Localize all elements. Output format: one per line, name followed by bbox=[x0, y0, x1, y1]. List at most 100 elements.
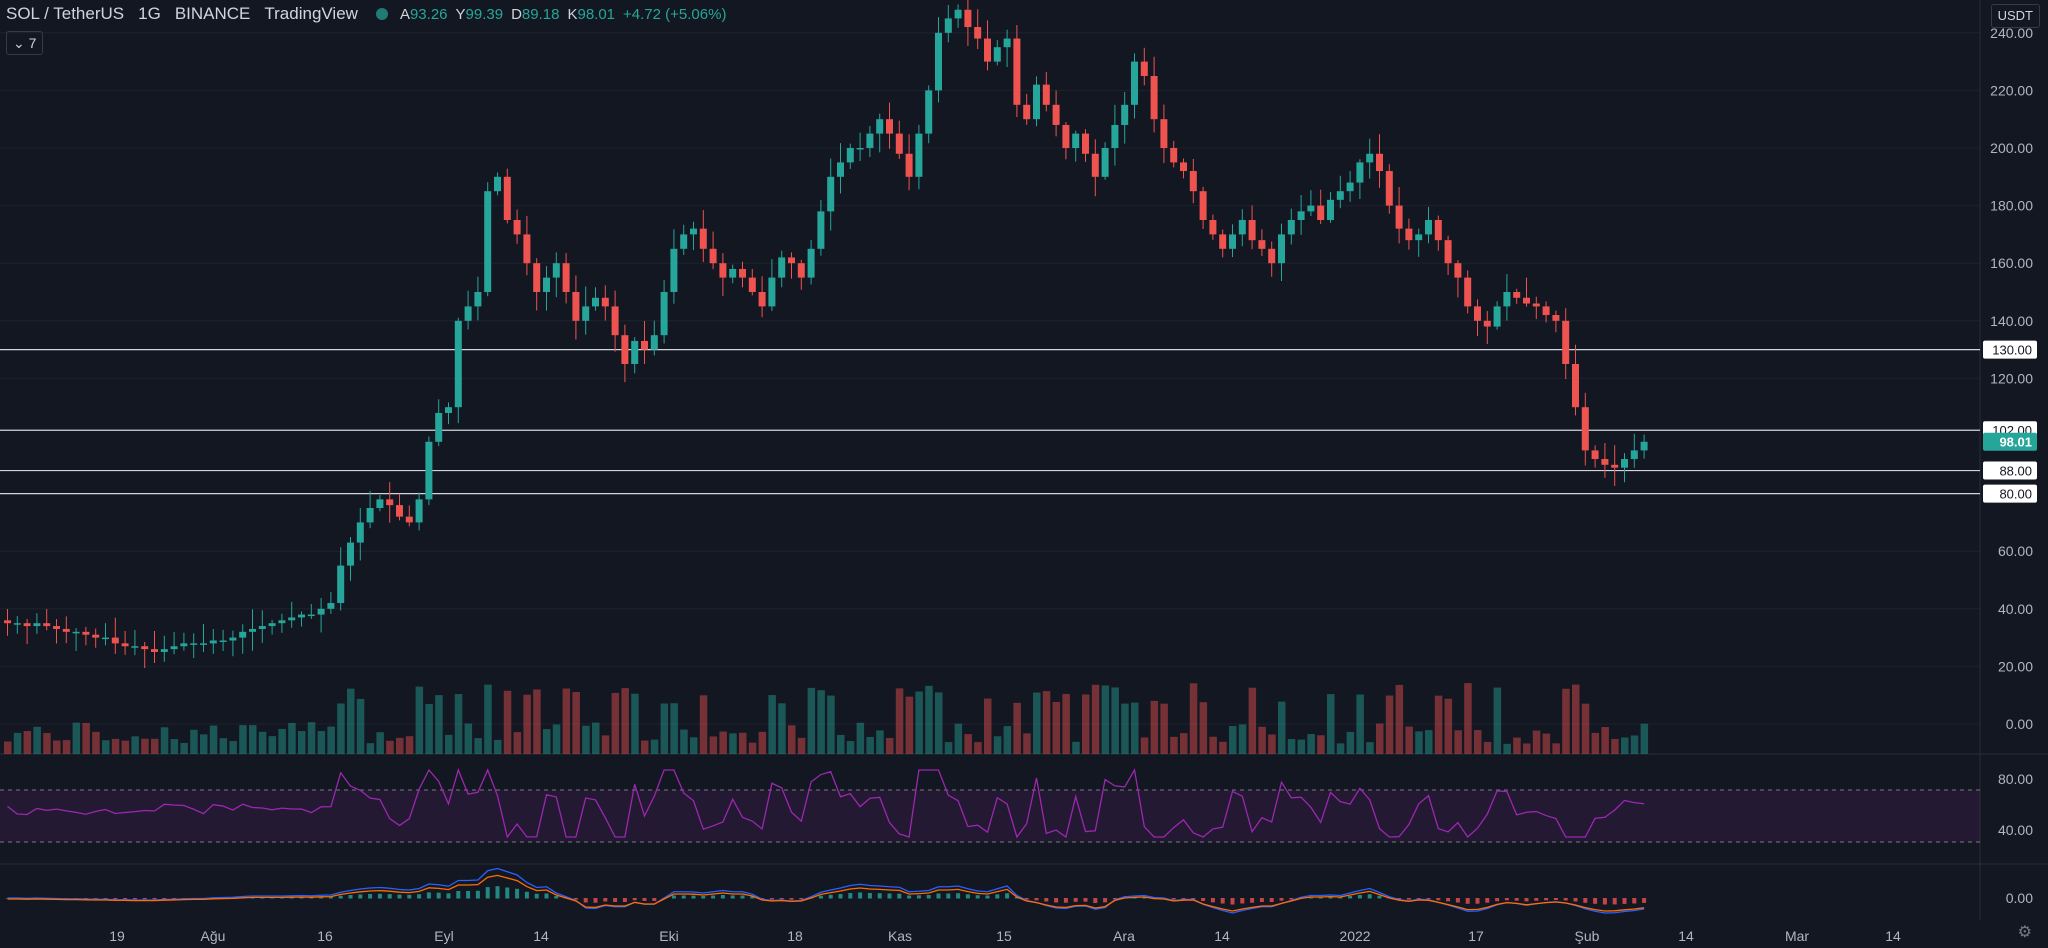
macd-histogram-bar bbox=[681, 895, 686, 899]
time-tick-label: Eyl bbox=[434, 928, 453, 944]
macd-histogram-bar bbox=[1642, 898, 1647, 903]
volume-bar bbox=[82, 722, 90, 754]
volume-bar bbox=[23, 731, 32, 754]
macd-histogram-bar bbox=[1034, 898, 1039, 901]
volume-bar bbox=[141, 738, 149, 754]
macd-histogram-bar bbox=[760, 898, 765, 899]
time-tick-label: Şub bbox=[1575, 928, 1600, 944]
macd-histogram-bar bbox=[162, 898, 167, 900]
volume-bar bbox=[102, 740, 110, 754]
price-tick-label: 180.00 bbox=[1990, 198, 2033, 214]
volume-bar bbox=[1572, 684, 1580, 754]
currency-label[interactable]: USDT bbox=[1990, 4, 2040, 28]
volume-bar bbox=[1395, 684, 1404, 754]
macd-histogram-bar bbox=[975, 895, 980, 899]
candle-body bbox=[552, 263, 560, 278]
candle-body bbox=[4, 620, 11, 624]
candle-body bbox=[1493, 306, 1501, 327]
time-tick-label: 18 bbox=[787, 928, 803, 944]
candle-body bbox=[1150, 76, 1158, 120]
candle-body bbox=[670, 248, 678, 292]
candle-body bbox=[1552, 315, 1560, 321]
volume-bar bbox=[43, 733, 51, 754]
candle-body bbox=[1013, 38, 1021, 105]
candle-body bbox=[1640, 441, 1648, 451]
macd-histogram-bar bbox=[1622, 898, 1627, 904]
candle-body bbox=[709, 248, 717, 264]
volume-bar bbox=[1405, 726, 1413, 754]
volume-bar bbox=[631, 693, 639, 754]
macd-histogram-bar bbox=[407, 894, 412, 899]
macd-histogram-bar bbox=[652, 898, 657, 901]
candle-body bbox=[621, 335, 629, 364]
macd-histogram-bar bbox=[1103, 898, 1108, 903]
volume-bar bbox=[190, 729, 198, 754]
candle-body bbox=[445, 407, 452, 413]
candle-body bbox=[1532, 303, 1540, 307]
candle-body bbox=[582, 306, 590, 321]
macd-histogram-bar bbox=[671, 895, 676, 899]
candle-body bbox=[1630, 450, 1638, 460]
volume-bar bbox=[562, 688, 571, 754]
candle-body bbox=[327, 603, 335, 609]
macd-histogram-bar bbox=[1259, 898, 1264, 902]
volume-bar bbox=[592, 722, 600, 754]
candle-body bbox=[435, 412, 443, 442]
market-status-icon[interactable] bbox=[375, 8, 388, 20]
indicator-toggle-button[interactable]: ⌄ 7 bbox=[6, 31, 44, 55]
gear-icon[interactable]: ⚙ bbox=[2017, 924, 2032, 941]
macd-histogram-bar bbox=[485, 887, 490, 899]
macd-histogram-bar bbox=[1279, 898, 1284, 901]
candle-body bbox=[1189, 171, 1197, 192]
candle-body bbox=[503, 176, 511, 220]
symbol-name[interactable]: SOL / TetherUS bbox=[6, 4, 125, 23]
time-tick-label: 14 bbox=[533, 928, 549, 944]
macd-histogram-bar bbox=[1573, 898, 1578, 902]
candle-body bbox=[1140, 61, 1148, 76]
volume-bar bbox=[1091, 684, 1100, 754]
macd-histogram-bar bbox=[887, 893, 892, 899]
candle-body bbox=[1238, 220, 1246, 235]
candle-body bbox=[611, 306, 619, 336]
macd-histogram-bar bbox=[936, 893, 941, 899]
candle-body bbox=[102, 637, 109, 640]
candle-body bbox=[817, 211, 825, 249]
signal-line bbox=[7, 874, 1645, 912]
time-tick-label: Ağu bbox=[201, 928, 226, 944]
price-tick-label: 0.00 bbox=[2006, 716, 2033, 732]
volume-bar bbox=[699, 695, 708, 754]
time-axis[interactable]: 19 Ağu 16 Eyl 14 Eki 18 Kas 15 Ara 14 2022 17 Şub 14 Ma… bbox=[109, 928, 1901, 944]
candle-body bbox=[543, 277, 550, 292]
candle-body bbox=[62, 628, 70, 632]
volume-bar bbox=[454, 694, 463, 754]
volume-bar bbox=[131, 736, 139, 754]
price-axis[interactable]: 240.00 220.00 200.00 180.00 160.00 140.00 120.… bbox=[1983, 25, 2037, 906]
volume-bar bbox=[1356, 694, 1364, 754]
horizontal-lines[interactable] bbox=[0, 349, 1980, 495]
candle-body bbox=[53, 626, 60, 629]
volume-bar bbox=[650, 739, 659, 754]
time-tick-label: Ara bbox=[1113, 928, 1135, 944]
volume-bar bbox=[435, 695, 443, 754]
candle-body bbox=[856, 148, 864, 150]
volume-bar bbox=[33, 726, 41, 754]
macd-histogram-bar bbox=[1142, 897, 1147, 899]
price-label-box bbox=[1983, 340, 2037, 359]
macd-histogram-bar bbox=[1044, 898, 1049, 902]
candle-body bbox=[1091, 153, 1099, 177]
candle-body bbox=[1023, 104, 1031, 120]
candle-body bbox=[13, 623, 21, 625]
candle-body bbox=[1523, 297, 1530, 304]
volume-bar bbox=[239, 725, 247, 754]
volume-bar bbox=[1287, 739, 1296, 754]
volume-bar bbox=[1101, 685, 1110, 754]
volume-bar bbox=[445, 734, 453, 754]
volume-bar bbox=[1072, 741, 1080, 754]
volume-bar bbox=[327, 726, 335, 754]
source-label: TradingView bbox=[264, 4, 358, 23]
interval-label[interactable]: 1G bbox=[138, 4, 161, 23]
macd-histogram-bar bbox=[632, 898, 637, 901]
volume-bar bbox=[1542, 733, 1551, 754]
volume-bar bbox=[4, 741, 12, 754]
